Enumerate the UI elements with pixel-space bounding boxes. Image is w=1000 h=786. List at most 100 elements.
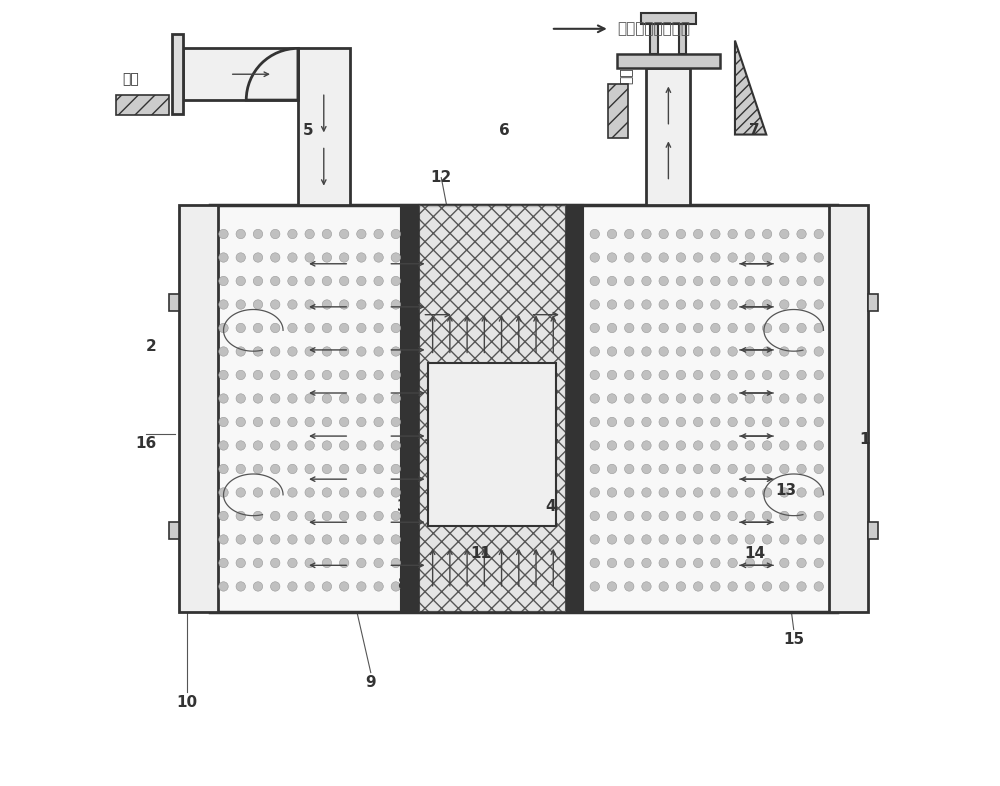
Circle shape [625,299,634,309]
Circle shape [339,253,349,263]
Circle shape [762,417,772,427]
Circle shape [642,323,651,332]
Circle shape [590,441,599,450]
Circle shape [693,582,703,591]
Circle shape [236,253,245,263]
Circle shape [607,323,617,332]
Circle shape [642,277,651,285]
Circle shape [271,253,280,263]
Circle shape [659,558,668,567]
Circle shape [322,394,332,403]
Circle shape [288,582,297,591]
Circle shape [711,370,720,380]
Circle shape [607,277,617,285]
Circle shape [814,534,823,544]
Circle shape [797,417,806,427]
Circle shape [391,370,401,380]
Circle shape [711,323,720,332]
Circle shape [219,465,228,474]
Circle shape [728,441,737,450]
Circle shape [676,441,686,450]
Circle shape [339,370,349,380]
Circle shape [219,394,228,403]
Circle shape [357,230,366,239]
Circle shape [253,253,263,263]
Circle shape [659,323,668,332]
Circle shape [339,417,349,427]
Text: 10: 10 [176,695,197,710]
Circle shape [357,323,366,332]
Circle shape [322,558,332,567]
Circle shape [288,323,297,332]
Circle shape [780,230,789,239]
Circle shape [253,441,263,450]
Circle shape [590,394,599,403]
Circle shape [305,488,314,498]
Circle shape [590,253,599,263]
Circle shape [253,277,263,285]
Circle shape [814,230,823,239]
Circle shape [642,370,651,380]
Circle shape [814,511,823,520]
Circle shape [728,370,737,380]
Circle shape [305,277,314,285]
Circle shape [357,299,366,309]
Circle shape [236,465,245,474]
Text: 7: 7 [749,123,760,138]
Circle shape [357,488,366,498]
Text: 14: 14 [744,546,765,561]
Circle shape [780,441,789,450]
Circle shape [711,465,720,474]
Circle shape [676,370,686,380]
Circle shape [590,323,599,332]
Bar [617,54,720,68]
Bar [401,205,419,612]
Circle shape [780,511,789,520]
Circle shape [339,323,349,332]
Circle shape [322,465,332,474]
Circle shape [357,582,366,591]
Circle shape [762,253,772,263]
Circle shape [659,511,668,520]
Bar [868,294,878,311]
Circle shape [391,347,401,356]
Circle shape [305,253,314,263]
Circle shape [659,277,668,285]
Circle shape [728,347,737,356]
Circle shape [253,488,263,498]
Circle shape [339,488,349,498]
Circle shape [339,347,349,356]
Circle shape [676,511,686,520]
Circle shape [762,299,772,309]
Circle shape [590,511,599,520]
Circle shape [219,582,228,591]
Circle shape [590,230,599,239]
Circle shape [374,417,383,427]
Circle shape [253,534,263,544]
Wedge shape [246,49,298,100]
Circle shape [305,370,314,380]
Circle shape [728,277,737,285]
Circle shape [322,347,332,356]
Circle shape [236,347,245,356]
Circle shape [374,347,383,356]
Circle shape [780,370,789,380]
Circle shape [693,558,703,567]
Circle shape [322,488,332,498]
Circle shape [357,253,366,263]
Circle shape [625,323,634,332]
Circle shape [219,417,228,427]
Circle shape [780,277,789,285]
Text: 1: 1 [859,432,869,447]
Circle shape [305,417,314,427]
Circle shape [780,534,789,544]
Circle shape [693,370,703,380]
Text: 2: 2 [146,339,157,354]
Circle shape [625,370,634,380]
Circle shape [288,230,297,239]
Circle shape [288,299,297,309]
Circle shape [305,230,314,239]
Circle shape [625,230,634,239]
Circle shape [676,253,686,263]
Circle shape [797,347,806,356]
